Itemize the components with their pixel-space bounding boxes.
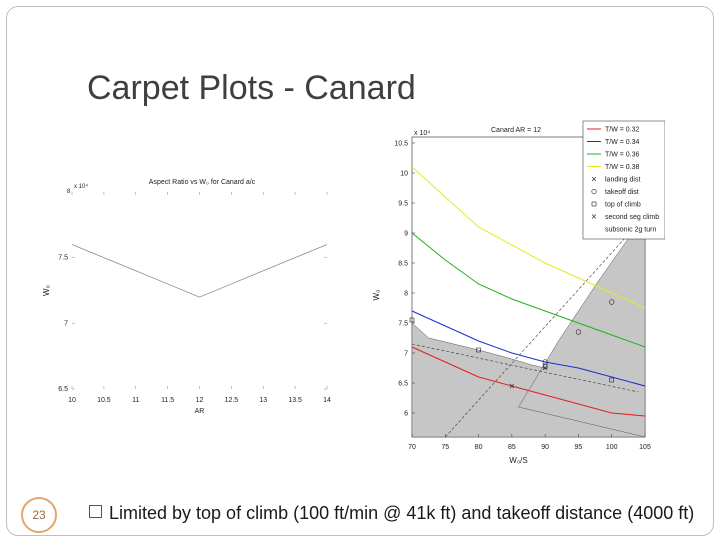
page-number: 23 <box>21 497 57 533</box>
x-tick-label: 13 <box>259 397 267 404</box>
legend-label: T/W = 0.36 <box>605 152 640 159</box>
x-tick-label: 105 <box>639 444 651 451</box>
series-line <box>411 310 646 387</box>
bullet-checkbox-icon <box>89 505 102 518</box>
takeoff-dist-marker <box>609 299 615 305</box>
x-tick-label: 85 <box>508 444 516 451</box>
x-tick-label: 13.5 <box>288 397 302 404</box>
legend-label: takeoff dist <box>605 189 639 196</box>
chart-title: Canard AR = 12 <box>491 127 541 134</box>
legend-marker-x <box>591 176 597 182</box>
y-tick-label: 10.5 <box>394 141 408 148</box>
chart-title: Aspect Ratio vs W₀ for Canard a/c <box>149 179 256 186</box>
takeoff-dist-marker <box>542 359 548 365</box>
legend-label: subsonic 2g turn <box>605 227 656 234</box>
takeoff-dist-marker <box>575 329 582 335</box>
x-tick-label: 10 <box>68 397 76 404</box>
y-tick-label: 8.5 <box>398 261 408 268</box>
x-tick-label: 100 <box>606 444 618 451</box>
y-axis-label: W₀ <box>42 285 51 296</box>
legend-label: landing dist <box>605 177 640 184</box>
x-tick-label: 95 <box>575 444 583 451</box>
x-tick-label: 11 <box>132 397 139 404</box>
x-tick-label: 10.5 <box>97 397 111 404</box>
y-tick-label: 6.5 <box>398 381 408 388</box>
landing-dist-marker <box>542 365 548 371</box>
series-line <box>411 346 646 417</box>
legend-label: T/W = 0.38 <box>605 164 640 171</box>
y-tick-label: 8 <box>404 291 408 298</box>
y-tick-label: 7.5 <box>58 255 68 262</box>
carpet-plot-chart: 6 6.5 7 7.5 8 8.5 9 9.5 10 10.5 70 75 80 85 90 95 100 105… <box>372 120 665 465</box>
slide: Carpet Plots - Canard Aspect Ratio vs W₀… <box>6 6 714 536</box>
x-tick-label: 70 <box>408 444 416 451</box>
y-multiplier: x 10⁴ <box>414 130 430 137</box>
x-tick-label: 90 <box>541 444 549 451</box>
constraint-line-landing <box>411 343 639 393</box>
y-multiplier-prefix: 8 <box>67 189 71 195</box>
slide-title: Carpet Plots - Canard <box>87 69 416 107</box>
legend-box <box>582 120 665 240</box>
y-tick-label: 7 <box>404 351 408 358</box>
series-line <box>411 166 646 309</box>
y-tick-label: 10 <box>400 171 408 178</box>
x-tick-label: 12.5 <box>225 397 239 404</box>
top-of-climb-marker <box>476 347 481 353</box>
x-tick-label: 80 <box>475 444 483 451</box>
x-tick-label: 75 <box>441 444 449 451</box>
legend-marker-square <box>591 201 597 207</box>
aspect-ratio-chart: Aspect Ratio vs W₀ for Canard a/c 8x 10⁴ 6… <box>42 179 331 415</box>
y-tick-label: 6 <box>404 411 408 418</box>
y-multiplier: x 10⁴ <box>74 183 88 190</box>
legend-marker-x <box>591 214 597 219</box>
legend-marker-circle <box>591 189 597 195</box>
y-tick-label: 6.5 <box>58 386 68 393</box>
x-axis-label: AR <box>195 408 205 415</box>
y-tick-label: 9 <box>404 231 408 238</box>
x-tick-label: 14 <box>323 397 331 404</box>
y-axis-label: W₀ <box>372 290 381 301</box>
y-tick-label: 7 <box>64 320 68 327</box>
y-tick-label: 9.5 <box>398 201 408 208</box>
infeasible-region-right <box>518 214 646 438</box>
legend-label: T/W = 0.32 <box>605 127 640 134</box>
series-line <box>71 244 328 298</box>
top-of-climb-marker <box>409 317 415 323</box>
x-tick-label: 12 <box>196 397 204 404</box>
legend-label: T/W = 0.34 <box>605 139 640 146</box>
top-of-climb-marker <box>609 377 615 383</box>
x-tick-label: 11.5 <box>161 397 174 404</box>
legend-label: top of climb <box>605 202 641 209</box>
series-line <box>411 232 646 348</box>
legend-label: second seg climb <box>605 214 659 221</box>
bullet-text: Limited by top of climb (100 ft/min @ 41… <box>109 503 695 523</box>
constraint-line-second-seg <box>445 226 636 438</box>
landing-dist-marker <box>509 383 515 389</box>
y-tick-label: 7.5 <box>398 321 408 328</box>
x-axis-label: W₀/S <box>509 456 527 465</box>
